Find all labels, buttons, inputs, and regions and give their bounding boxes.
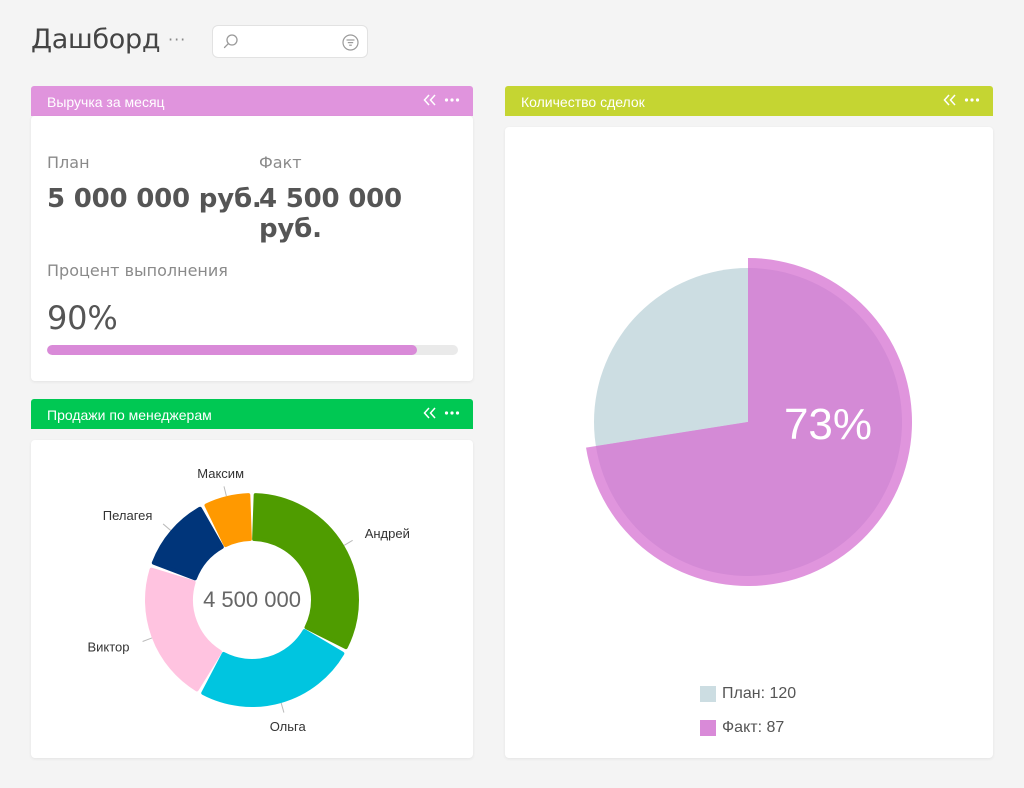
donut-slice-максим[interactable] bbox=[204, 493, 252, 548]
percent-label: Процент выполнения bbox=[47, 261, 228, 280]
widget-header-deals: Количество сделок bbox=[505, 86, 993, 116]
search-icon bbox=[223, 34, 238, 49]
donut-slice-андрей[interactable] bbox=[252, 493, 359, 650]
donut-label-line bbox=[280, 702, 285, 713]
more-options-icon[interactable]: ··· bbox=[168, 30, 187, 49]
plan-label: План bbox=[47, 153, 90, 172]
collapse-icon[interactable] bbox=[941, 91, 959, 109]
donut-slice-пелагея[interactable] bbox=[151, 506, 224, 581]
sales-card: Андрей Ольга Виктор Пелагея Максим 4 500 000 bbox=[31, 440, 473, 758]
progress-bar bbox=[47, 345, 458, 355]
donut-slice-виктор[interactable] bbox=[145, 567, 222, 692]
filter-icon[interactable] bbox=[342, 34, 359, 51]
more-options-icon[interactable] bbox=[963, 91, 981, 109]
widget-title-deals: Количество сделок bbox=[521, 94, 645, 110]
legend-label: План: 120 bbox=[722, 685, 797, 702]
legend-swatch bbox=[700, 686, 716, 702]
fact-label: Факт bbox=[259, 153, 302, 172]
more-options-icon[interactable] bbox=[443, 404, 461, 422]
donut-center-value: 4 500 000 bbox=[203, 587, 301, 612]
widget-header-sales: Продажи по менеджерам bbox=[31, 399, 473, 429]
donut-label-line bbox=[343, 539, 353, 546]
pie-center-value: 73% bbox=[784, 400, 872, 449]
donut-label-максим: Максим bbox=[197, 466, 244, 481]
deals-card: 73% План: 120 Факт: 87 bbox=[505, 127, 993, 758]
donut-label-line bbox=[223, 486, 227, 497]
legend-label: Факт: 87 bbox=[722, 719, 785, 736]
donut-label-ольга: Ольга bbox=[270, 719, 307, 734]
search-box[interactable] bbox=[212, 25, 368, 58]
sales-donut-chart: Андрей Ольга Виктор Пелагея Максим 4 500 000 bbox=[87, 466, 410, 734]
revenue-card: План 5 000 000 руб. Факт 4 500 000 руб. … bbox=[31, 116, 473, 381]
progress-bar-fill bbox=[47, 345, 417, 355]
search-input[interactable] bbox=[239, 32, 339, 52]
collapse-icon[interactable] bbox=[421, 91, 439, 109]
donut-label-пелагея: Пелагея bbox=[103, 508, 153, 523]
donut-label-виктор: Виктор bbox=[87, 639, 129, 654]
pie-slice-fact[interactable] bbox=[595, 268, 902, 576]
donut-slice-ольга[interactable] bbox=[201, 629, 345, 707]
donut-label-line bbox=[142, 637, 153, 642]
donut-label-line bbox=[162, 523, 172, 531]
plan-value: 5 000 000 руб. bbox=[47, 184, 262, 214]
percent-value: 90% bbox=[47, 299, 118, 337]
more-options-icon[interactable] bbox=[443, 91, 461, 109]
deals-pie-chart: 73% bbox=[586, 258, 912, 586]
page-title: Дашборд bbox=[31, 24, 161, 55]
donut-label-андрей: Андрей bbox=[365, 526, 410, 541]
collapse-icon[interactable] bbox=[421, 404, 439, 422]
deals-legend: План: 120 Факт: 87 bbox=[700, 685, 900, 745]
widget-header-revenue: Выручка за месяц bbox=[31, 86, 473, 116]
widget-title-sales: Продажи по менеджерам bbox=[47, 407, 212, 423]
legend-swatch bbox=[700, 720, 716, 736]
widget-title-revenue: Выручка за месяц bbox=[47, 94, 165, 110]
fact-value: 4 500 000 руб. bbox=[259, 184, 402, 244]
